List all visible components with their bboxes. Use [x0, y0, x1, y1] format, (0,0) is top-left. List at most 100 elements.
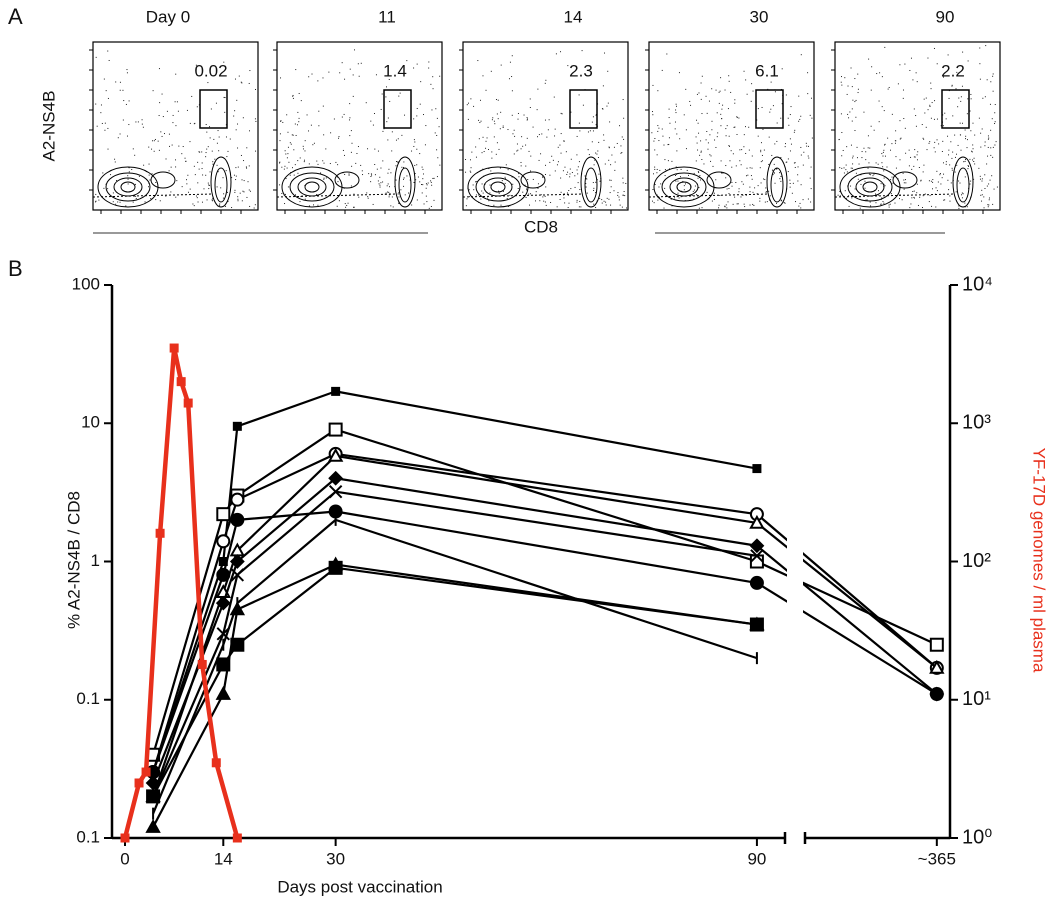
event — [950, 141, 951, 142]
event — [952, 115, 953, 116]
event — [255, 121, 256, 122]
event — [194, 205, 195, 206]
event — [937, 190, 938, 191]
contour — [476, 173, 520, 201]
event — [758, 185, 759, 186]
event — [886, 167, 887, 168]
event — [206, 124, 207, 125]
event — [664, 188, 665, 189]
event — [382, 131, 383, 132]
event — [936, 187, 937, 188]
event — [500, 128, 501, 129]
event — [940, 173, 941, 174]
event — [239, 76, 240, 77]
event — [951, 158, 952, 159]
event — [711, 155, 712, 156]
event — [546, 205, 547, 206]
event — [798, 121, 799, 122]
event — [879, 72, 880, 73]
event — [623, 118, 624, 119]
event — [930, 83, 931, 84]
event — [852, 121, 853, 122]
event — [109, 60, 110, 61]
event — [561, 113, 562, 114]
event — [595, 182, 596, 183]
axis-break-gap — [787, 285, 803, 834]
event — [714, 199, 715, 200]
event — [107, 188, 108, 189]
event — [800, 147, 801, 148]
event — [699, 175, 700, 176]
gate — [756, 90, 783, 128]
event — [164, 133, 165, 134]
event — [772, 170, 773, 171]
event — [919, 167, 920, 168]
event — [987, 204, 988, 205]
event — [236, 100, 237, 101]
gate-value: 2.2 — [941, 61, 965, 80]
event — [725, 90, 726, 91]
event — [593, 188, 594, 189]
event — [290, 142, 291, 143]
event — [108, 149, 109, 150]
y-tick-label: 0.1 — [76, 827, 100, 846]
event — [956, 88, 957, 89]
event — [917, 159, 918, 160]
event — [952, 168, 953, 169]
event — [980, 79, 981, 80]
event — [957, 106, 958, 107]
event — [286, 114, 287, 115]
event — [197, 162, 198, 163]
event — [491, 151, 492, 152]
event — [790, 183, 791, 184]
event — [693, 191, 694, 192]
event — [881, 153, 882, 154]
flow-events — [651, 53, 813, 208]
event — [788, 171, 789, 172]
event — [545, 196, 546, 197]
event — [165, 196, 166, 197]
event — [969, 159, 970, 160]
event — [128, 183, 129, 184]
event — [987, 79, 988, 80]
marker — [231, 603, 243, 614]
event — [652, 85, 653, 86]
event — [297, 124, 298, 125]
event — [379, 185, 380, 186]
event — [439, 76, 440, 77]
event — [202, 174, 203, 175]
event — [287, 132, 288, 133]
event — [657, 200, 658, 201]
event — [533, 179, 534, 180]
event — [785, 146, 786, 147]
marker — [122, 835, 129, 842]
event — [838, 195, 839, 196]
event — [810, 201, 811, 202]
event — [689, 101, 690, 102]
event — [653, 141, 654, 142]
event — [848, 195, 849, 196]
event — [543, 201, 544, 202]
event — [509, 195, 510, 196]
event — [279, 162, 280, 163]
event — [989, 199, 990, 200]
event — [366, 102, 367, 103]
event — [236, 176, 237, 177]
event — [903, 98, 904, 99]
event — [167, 111, 168, 112]
event — [985, 45, 986, 46]
event — [539, 160, 540, 161]
event — [593, 182, 594, 183]
event — [611, 155, 612, 156]
event — [208, 184, 209, 185]
event — [422, 178, 423, 179]
x-tick-label: 14 — [214, 849, 233, 868]
event — [473, 184, 474, 185]
event — [696, 136, 697, 137]
event — [681, 169, 682, 170]
event — [990, 130, 991, 131]
event — [734, 197, 735, 198]
event — [664, 208, 665, 209]
day-label: 90 — [936, 7, 955, 26]
event — [424, 203, 425, 204]
